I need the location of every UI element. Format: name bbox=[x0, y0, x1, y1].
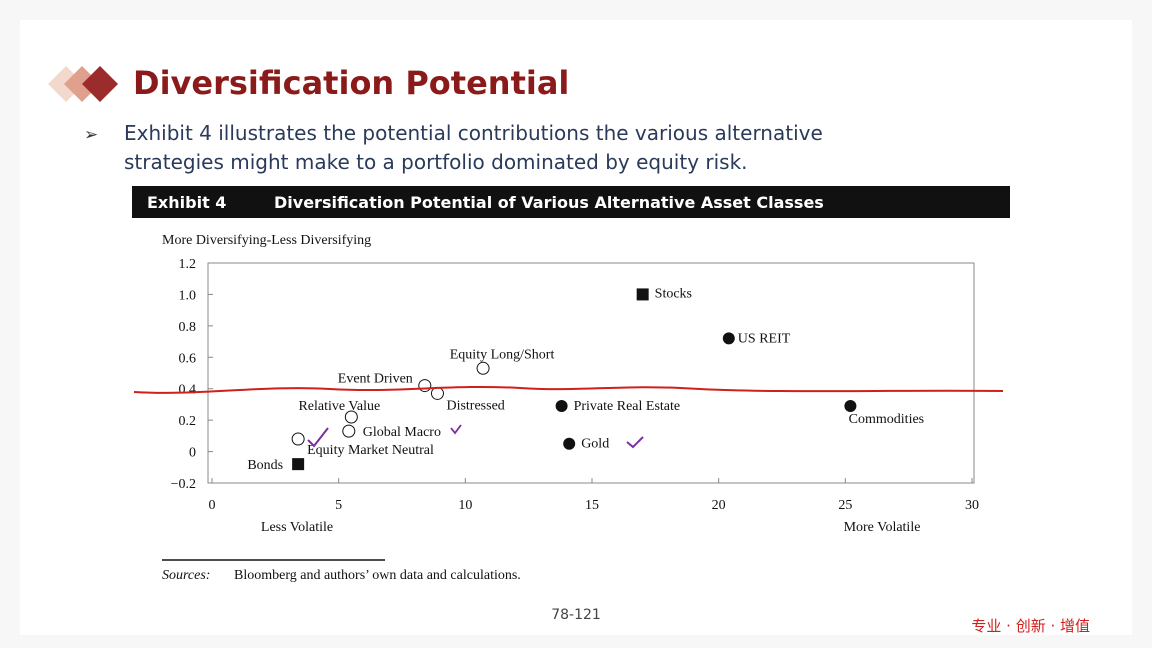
title-icon bbox=[48, 66, 118, 102]
point-square bbox=[636, 288, 649, 301]
x-tick-label: 20 bbox=[712, 498, 726, 513]
x-tick-label: 25 bbox=[838, 498, 852, 513]
point-open bbox=[344, 410, 358, 424]
check-mark bbox=[307, 427, 329, 448]
point-label: Stocks bbox=[655, 286, 692, 301]
x-tick-label: 15 bbox=[585, 498, 599, 513]
x-axis-label-left: Less Volatile bbox=[261, 520, 333, 535]
y-tick-label: −0.2 bbox=[171, 477, 196, 492]
point-label: US REIT bbox=[738, 331, 791, 346]
slide-title: Diversification Potential bbox=[133, 64, 569, 102]
point-filled bbox=[555, 400, 568, 412]
point-square bbox=[292, 458, 305, 471]
check-mark bbox=[450, 424, 462, 435]
point-label: Global Macro bbox=[363, 425, 441, 440]
slide-area bbox=[20, 20, 1132, 635]
point-label: Distressed bbox=[446, 398, 504, 413]
point-label: Equity Market Neutral bbox=[307, 443, 434, 458]
point-label: Equity Long/Short bbox=[450, 347, 555, 362]
x-tick-label: 5 bbox=[335, 498, 342, 513]
exhibit-title: Diversification Potential of Various Alt… bbox=[274, 193, 824, 212]
bullet-text: strategies might make to a portfolio dom… bbox=[124, 150, 748, 174]
slogan: 专业 · 创新 · 增值 bbox=[971, 617, 1090, 635]
y-tick-label: 0.6 bbox=[179, 351, 197, 366]
point-open bbox=[342, 424, 356, 438]
source-prefix: Sources: bbox=[162, 568, 210, 583]
point-open bbox=[418, 379, 432, 393]
point-filled bbox=[722, 332, 735, 345]
y-tick-label: 0.2 bbox=[179, 414, 197, 429]
point-filled bbox=[844, 400, 857, 412]
bullet-symbol: ➢ bbox=[84, 125, 98, 145]
x-tick-label: 0 bbox=[209, 498, 216, 513]
page-number: 78-121 bbox=[551, 607, 601, 623]
y-tick-label: 0 bbox=[189, 446, 196, 461]
point-label: Relative Value bbox=[298, 399, 380, 414]
point-open bbox=[291, 432, 305, 446]
bullet-text: Exhibit 4 illustrates the potential cont… bbox=[124, 121, 823, 145]
check-mark bbox=[626, 436, 644, 449]
point-label: Private Real Estate bbox=[574, 399, 681, 414]
x-axis-label-right: More Volatile bbox=[844, 520, 921, 535]
exhibit-bar bbox=[132, 186, 1010, 218]
x-tick-label: 10 bbox=[458, 498, 472, 513]
point-filled bbox=[563, 437, 576, 450]
y-tick-label: 1.0 bbox=[179, 288, 197, 303]
point-label: Gold bbox=[581, 437, 609, 452]
y-tick-label: 0.8 bbox=[179, 320, 197, 335]
point-label: Commodities bbox=[849, 412, 924, 427]
point-label: Event Driven bbox=[338, 372, 413, 387]
y-tick-label: 0.4 bbox=[179, 383, 197, 398]
y-tick-label: 1.2 bbox=[179, 257, 197, 272]
source-text: Bloomberg and authors’ own data and calc… bbox=[234, 568, 521, 583]
point-open bbox=[430, 386, 444, 400]
x-tick-label: 30 bbox=[965, 498, 979, 513]
hand-drawn-line bbox=[133, 385, 1004, 394]
point-open bbox=[476, 361, 490, 375]
exhibit-number: Exhibit 4 bbox=[147, 193, 226, 212]
y-axis-label: More Diversifying-Less Diversifying bbox=[162, 233, 371, 248]
plot-frame bbox=[207, 262, 975, 484]
chart: −0.2 0 0.2 0.4 0.6 0.8 1.0 1.2 0 5 10 15 20 25 30 Stock… bbox=[171, 257, 979, 513]
point-label: Bonds bbox=[247, 458, 283, 473]
